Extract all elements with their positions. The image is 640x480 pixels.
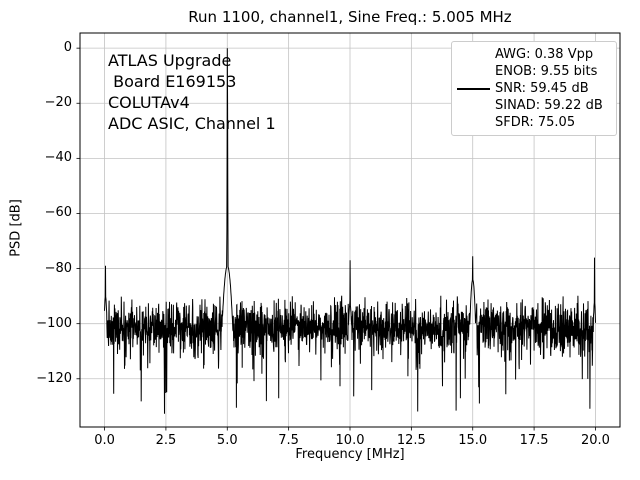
axes-spines (79, 32, 621, 428)
y-tick-label: −100 (36, 315, 72, 331)
legend-entry: AWG: 0.38 Vpp (457, 46, 610, 63)
psd-trace (104, 48, 596, 414)
legend-label: ENOB: 9.55 bits (495, 64, 598, 79)
x-tick-label: 12.5 (396, 433, 426, 448)
legend-entry: SFDR: 75.05 (457, 114, 610, 131)
x-tick-label: 17.5 (519, 433, 549, 448)
y-tick-label: −80 (44, 260, 72, 276)
chart-title: Run 1100, channel1, Sine Freq.: 5.005 MH… (188, 8, 512, 26)
axis-ticks (76, 47, 596, 431)
legend-entry: SINAD: 59.22 dB (457, 97, 610, 114)
x-tick-label: 20.0 (580, 433, 610, 448)
x-axis-label: Frequency [MHz] (295, 447, 405, 462)
legend-label: SFDR: 75.05 (495, 115, 576, 130)
snr-line-sample-icon (457, 87, 495, 90)
annotation-line: Board E169153 (108, 72, 237, 91)
annotation-text: ATLAS Upgrade Board E169153 COLUTAv4 ADC… (108, 50, 276, 134)
y-tick-label: −60 (44, 205, 72, 221)
x-tick-label: 5.0 (216, 433, 238, 448)
x-tick-label: 2.5 (155, 433, 177, 448)
x-tick-label: 15.0 (458, 433, 488, 448)
x-tick-label: 7.5 (278, 433, 299, 448)
annotation-line: COLUTAv4 (108, 93, 190, 112)
y-tick-label: −120 (36, 370, 72, 386)
legend-label: SINAD: 59.22 dB (495, 98, 603, 113)
y-axis-label: PSD [dB] (8, 199, 24, 257)
legend-entry: ENOB: 9.55 bits (457, 63, 610, 80)
x-tick-label: 0.0 (94, 433, 115, 448)
y-tick-label: −40 (44, 150, 72, 166)
legend-label: AWG: 0.38 Vpp (495, 47, 594, 62)
y-tick-label: 0 (63, 40, 72, 56)
x-tick-label: 10.0 (335, 433, 365, 448)
y-tick-label: −20 (44, 95, 72, 111)
legend-entry: SNR: 59.45 dB (457, 80, 610, 97)
annotation-line: ATLAS Upgrade (108, 51, 232, 70)
legend: AWG: 0.38 Vpp ENOB: 9.55 bits SNR: 59.45… (451, 41, 617, 136)
legend-label: SNR: 59.45 dB (495, 81, 589, 96)
annotation-line: ADC ASIC, Channel 1 (108, 114, 276, 133)
